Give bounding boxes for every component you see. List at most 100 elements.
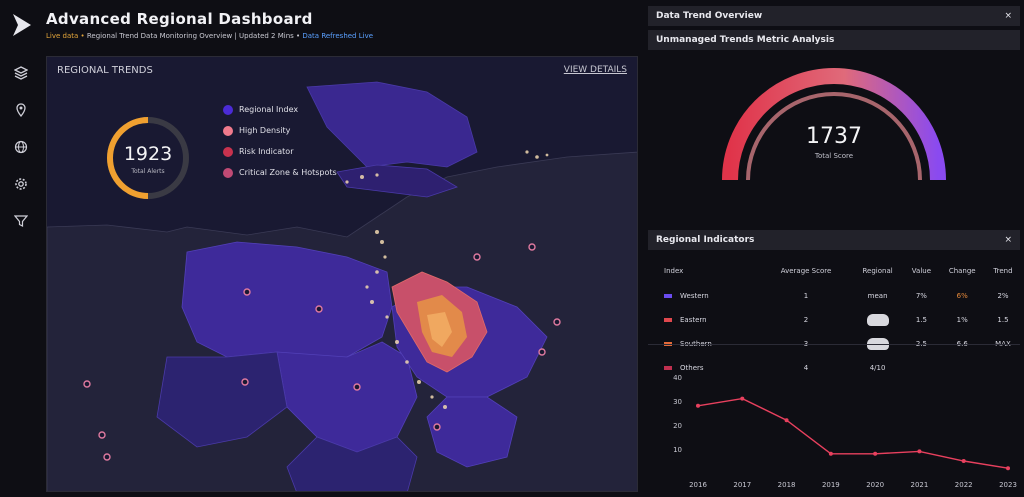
panel-title: Regional Indicators	[656, 235, 755, 245]
panel-header-metric: Unmanaged Trends Metric Analysis	[648, 30, 1020, 50]
data-point[interactable]	[828, 451, 833, 456]
legend-label: Regional Index	[239, 105, 299, 114]
trend-chart-svg[interactable]: 40 30 20 10 2016 2017 2018 2019 2020 2021 2022 2023	[648, 345, 1020, 493]
row-value: 1.5	[915, 316, 927, 324]
legend-item[interactable]: Regional Index	[223, 99, 337, 120]
panel-header-overview: Data Trend Overview ×	[648, 6, 1020, 26]
x-tick-label: 2022	[955, 481, 973, 489]
subtitle-link[interactable]: Data Refreshed Live	[300, 32, 374, 40]
kpi-ring-graphic	[106, 117, 189, 199]
y-tick-label: 10	[673, 446, 682, 454]
column-header[interactable]: Change	[948, 267, 976, 275]
legend-dot	[223, 167, 233, 178]
x-tick-label: 2023	[999, 481, 1017, 489]
gauge-label: Total Score	[814, 152, 854, 160]
app-logo-icon	[13, 14, 31, 36]
map-panel-title: REGIONAL TRENDS	[57, 64, 153, 76]
column-header[interactable]: Trend	[993, 267, 1013, 275]
legend-dot	[223, 146, 233, 157]
data-point[interactable]	[784, 418, 789, 423]
row-trend: 1.5	[997, 316, 1009, 324]
column-header[interactable]: Value	[911, 267, 932, 275]
row-name: Western	[680, 292, 709, 300]
globe-icon[interactable]	[10, 136, 32, 158]
row-swatch	[664, 318, 672, 322]
legend-item[interactable]: High Density	[223, 120, 337, 141]
row-swatch	[664, 294, 672, 298]
data-point[interactable]	[961, 459, 966, 463]
column-header[interactable]: Average Score	[780, 267, 832, 275]
filter-icon[interactable]	[10, 210, 32, 232]
row-regional: 4/10	[869, 364, 886, 372]
x-tick-label: 2016	[689, 481, 707, 489]
panel-header-indicators: Regional Indicators ×	[648, 230, 1020, 250]
y-tick-label: 20	[673, 422, 682, 430]
row-trend: 2%	[997, 292, 1009, 300]
x-tick-label: 2018	[778, 481, 796, 489]
subtitle-prefix: Live data •	[46, 32, 85, 40]
right-column: Data Trend Overview × Unmanaged Trends M…	[648, 6, 1020, 492]
kpi-value: 1923	[123, 143, 173, 165]
data-point[interactable]	[740, 396, 745, 401]
close-icon[interactable]: ×	[1004, 11, 1012, 21]
trend-line-chart: 40 30 20 10 2016 2017 2018 2019 2020 2021 2022 2023	[648, 344, 1020, 492]
view-details-link[interactable]: VIEW DETAILS	[563, 65, 627, 75]
x-tick-label: 2020	[866, 481, 884, 489]
left-icon-rail	[10, 62, 32, 247]
x-tick-label: 2021	[911, 481, 929, 489]
row-score: 1	[803, 292, 809, 300]
table-row[interactable]: Western 1 mean 7% 6% 2%	[648, 284, 1020, 308]
settings-icon[interactable]	[10, 173, 32, 195]
gauge-value: 1737	[806, 124, 862, 149]
gauge-graphic	[722, 68, 946, 181]
column-header[interactable]: Index	[664, 267, 684, 275]
app-title: Advanced Regional Dashboard	[46, 10, 313, 28]
legend-label: Critical Zone & Hotspots	[239, 168, 337, 177]
row-score: 4	[803, 364, 809, 372]
map-legend: Regional Index High Density Risk Indicat…	[223, 99, 337, 183]
legend-label: High Density	[239, 126, 291, 135]
legend-item[interactable]: Risk Indicator	[223, 141, 337, 162]
row-change: 1%	[956, 316, 968, 324]
panel-title: Data Trend Overview	[656, 11, 763, 21]
score-gauge: 1737 Total Score	[648, 54, 1020, 184]
x-tick-label: 2019	[822, 481, 840, 489]
legend-label: Risk Indicator	[239, 147, 294, 156]
regional-map[interactable]	[47, 57, 638, 492]
legend-dot	[223, 125, 233, 136]
row-score: 2	[803, 316, 809, 324]
data-point[interactable]	[873, 451, 878, 456]
y-tick-label: 40	[673, 374, 682, 382]
row-name: Eastern	[680, 316, 707, 324]
row-regional: mean	[867, 292, 888, 300]
close-icon[interactable]: ×	[1004, 235, 1012, 245]
table-row[interactable]: Others 4 4/10	[648, 356, 1020, 380]
column-header[interactable]: Regional	[862, 267, 893, 275]
legend-item[interactable]: Critical Zone & Hotspots	[223, 162, 337, 183]
series-line[interactable]	[697, 397, 1009, 469]
layers-icon[interactable]	[10, 62, 32, 84]
row-name-cell: Eastern	[648, 308, 761, 332]
data-point[interactable]	[1006, 466, 1010, 471]
panel-title: Unmanaged Trends Metric Analysis	[656, 35, 835, 45]
row-swatch	[664, 366, 672, 370]
row-name-cell: Western	[648, 284, 761, 308]
pin-icon[interactable]	[10, 99, 32, 121]
data-point[interactable]	[696, 403, 700, 408]
map-panel: REGIONAL TRENDS VIEW DETAILS 1923 Total …	[46, 56, 638, 492]
data-point[interactable]	[917, 449, 922, 454]
regional-pill	[866, 314, 889, 326]
row-change: 6%	[956, 292, 968, 300]
table-row[interactable]: Eastern 2 1.5 1% 1.5	[648, 308, 1020, 332]
y-tick-label: 30	[673, 398, 682, 406]
kpi-label: Total Alerts	[131, 168, 165, 175]
legend-dot	[223, 104, 233, 115]
row-name: Others	[680, 364, 704, 372]
subtitle-mid: Regional Trend Data Monitoring Overview …	[84, 32, 301, 40]
table-header-row: Index Average Score Regional Value Chang…	[648, 258, 1020, 284]
row-regional	[851, 308, 905, 332]
app-subtitle: Live data • Regional Trend Data Monitori…	[46, 32, 373, 40]
map-panel-header: REGIONAL TRENDS VIEW DETAILS	[47, 57, 637, 83]
kpi-ring: 1923 Total Alerts	[103, 113, 193, 203]
x-tick-label: 2017	[733, 481, 751, 489]
